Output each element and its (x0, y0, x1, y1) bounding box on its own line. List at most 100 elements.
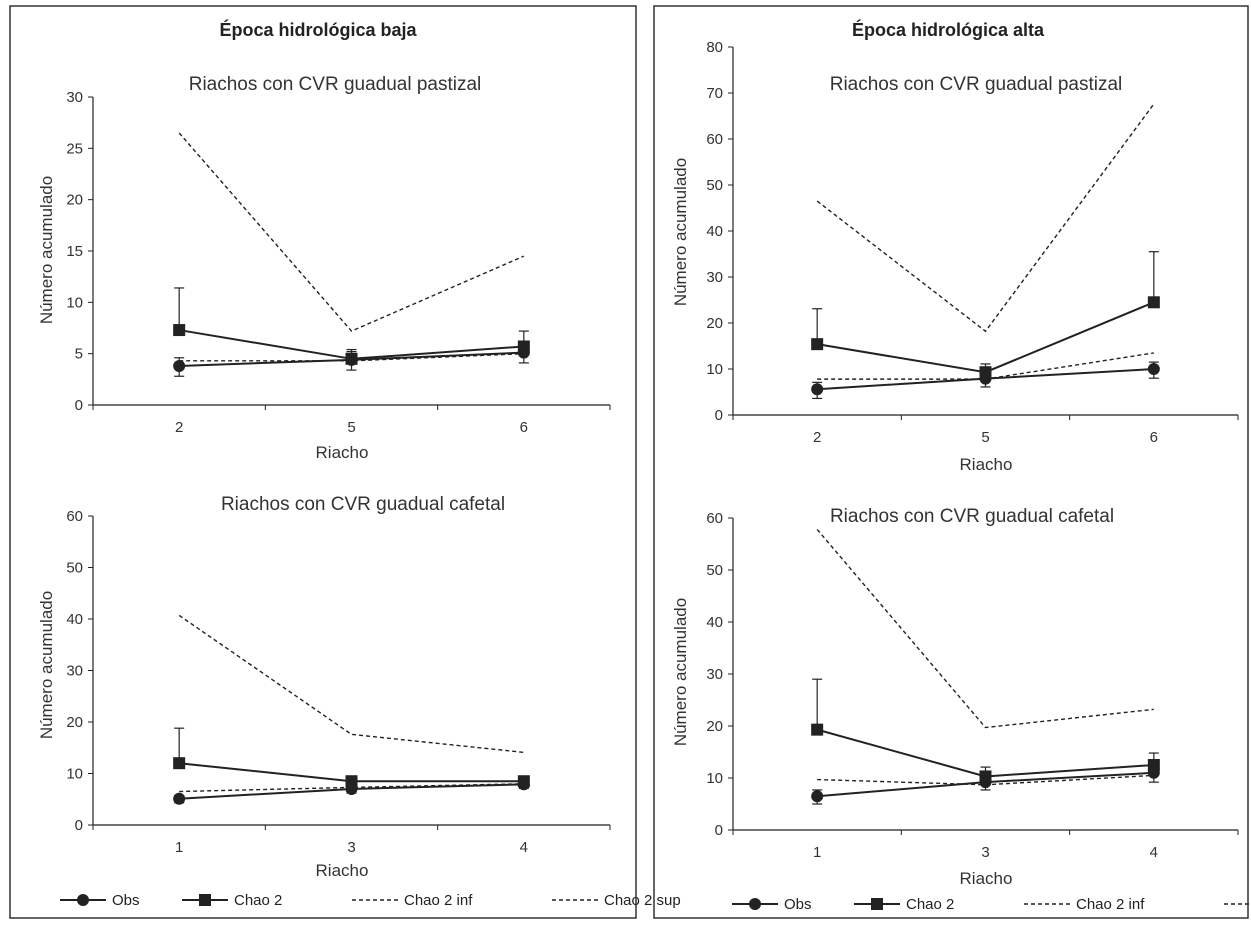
x-tick-label: 3 (347, 839, 355, 856)
series-line-chao-2-inf (817, 774, 1154, 786)
legend-label: Chao 2 (234, 892, 282, 909)
y-tick-label: 10 (706, 361, 723, 378)
data-point-chao-2 (1147, 759, 1160, 771)
y-tick-label: 60 (706, 510, 723, 527)
series-line-chao-2 (817, 301, 1155, 374)
y-tick-label: 20 (706, 718, 723, 735)
legend-label: Obs (112, 892, 140, 909)
legend-item-obs: Obs (732, 896, 812, 913)
data-point-chao-2 (979, 366, 992, 379)
data-point-chao-2 (811, 338, 824, 351)
legend-item-chao-2: Chao 2 (854, 896, 954, 913)
data-point-chao-2 (345, 775, 358, 788)
data-point-chao-2 (173, 324, 186, 337)
y-tick-label: 0 (75, 397, 83, 414)
x-tick-label: 2 (175, 419, 183, 436)
panel-frame-baja (9, 5, 637, 919)
series-line-chao-2-inf (179, 783, 524, 793)
series-line-chao-2-sup (816, 103, 1155, 333)
y-tick-label: 50 (66, 560, 83, 577)
y-tick-label: 50 (706, 177, 723, 194)
series-line-chao-2-inf (179, 352, 524, 362)
series-line-chao-2-sup (816, 528, 1154, 729)
legend-label: Obs (784, 896, 812, 913)
y-axis-label-baja-pastizal: Número acumulado (37, 176, 56, 324)
series-chao-2-sup (816, 528, 1154, 729)
y-tick-label: 60 (706, 131, 723, 148)
x-tick-label: 6 (1150, 429, 1158, 446)
x-tick-label: 3 (981, 844, 989, 861)
series-chao-2-sup (178, 132, 525, 332)
y-tick-label: 0 (715, 407, 723, 424)
data-point-obs (1147, 363, 1160, 375)
y-tick-label: 30 (66, 663, 83, 680)
x-axis-label-baja-cafetal: Riacho (316, 861, 369, 880)
chart-title-baja-pastizal: Riachos con CVR guadual pastizal (189, 74, 482, 95)
y-axis-label-alta-cafetal: Número acumulado (671, 598, 690, 746)
y-tick-label: 70 (706, 85, 723, 102)
x-tick-label: 6 (520, 419, 528, 436)
y-tick-label: 40 (706, 223, 723, 240)
y-tick-label: 80 (706, 39, 723, 56)
legend-marker-circle (77, 894, 89, 906)
legend-label: Chao 2 inf (404, 892, 473, 909)
data-point-obs (811, 383, 824, 396)
series-chao-2 (811, 678, 1160, 783)
y-tick-label: 20 (706, 315, 723, 332)
data-point-obs (811, 790, 824, 803)
data-point-chao-2 (517, 775, 530, 788)
chart-alta-cafetal: 0 10 20 30 40 50 60 1 3 4 (706, 510, 1239, 861)
x-axis-label-alta-cafetal: Riacho (960, 869, 1013, 888)
legend-item-chao-2-sup: Chao 2 sup (1224, 903, 1251, 905)
y-tick-label: 25 (66, 140, 83, 157)
legend-item-obs: Obs (60, 892, 140, 909)
legend-label: Chao 2 (906, 896, 954, 913)
legend-marker-square (871, 898, 883, 910)
x-axis-label-baja-pastizal: Riacho (316, 443, 369, 462)
legend-item-chao-2-sup: Chao 2 sup (552, 892, 681, 909)
data-point-chao-2 (517, 340, 530, 353)
chart-title-alta-cafetal: Riachos con CVR guadual cafetal (830, 506, 1114, 527)
data-point-obs (173, 359, 186, 372)
y-tick-label: 10 (66, 294, 83, 311)
series-chao-2-inf (817, 352, 1154, 380)
legend-marker-square (199, 894, 211, 906)
series-chao-2-inf (817, 774, 1154, 786)
series-line-chao-2-inf (817, 352, 1154, 380)
data-point-chao-2 (345, 352, 358, 365)
legend-alta: Obs Chao 2 Chao 2 inf Chao 2 sup (732, 896, 1251, 913)
y-tick-label: 50 (706, 562, 723, 579)
data-point-chao-2 (173, 757, 186, 770)
series-chao-2-sup (178, 614, 524, 754)
series-chao-2 (173, 727, 530, 788)
x-tick-label: 5 (347, 419, 355, 436)
y-tick-label: 40 (706, 614, 723, 631)
series-chao-2-sup (816, 103, 1155, 333)
legend-label: Chao 2 inf (1076, 896, 1145, 913)
chart-title-baja-cafetal: Riachos con CVR guadual cafetal (221, 494, 505, 515)
chart-alta-pastizal: 0 10 20 30 40 50 60 70 80 2 5 6 (706, 39, 1239, 446)
chart-baja-cafetal: 0 10 20 30 40 50 60 1 3 4 (66, 508, 611, 856)
series-line-chao-2-sup (178, 132, 525, 332)
series-chao-2 (173, 287, 530, 365)
series-chao-2-inf (179, 783, 524, 793)
legend-baja: Obs Chao 2 Chao 2 inf Chao 2 sup (60, 892, 681, 909)
legend-marker-circle (749, 898, 761, 910)
panel-title-baja: Época hidrológica baja (219, 19, 417, 40)
x-tick-label: 2 (813, 429, 821, 446)
y-tick-label: 20 (66, 192, 83, 209)
y-tick-label: 0 (715, 822, 723, 839)
y-tick-label: 0 (75, 817, 83, 834)
series-line-chao-2-sup (178, 614, 524, 754)
y-tick-label: 10 (706, 770, 723, 787)
panel-frame-alta (653, 5, 1249, 919)
x-axis-label-alta-pastizal: Riacho (960, 455, 1013, 474)
series-chao-2 (811, 251, 1160, 379)
y-tick-label: 5 (75, 346, 83, 363)
x-tick-label: 1 (813, 844, 821, 861)
data-point-chao-2 (979, 770, 992, 783)
legend-item-chao-2-inf: Chao 2 inf (1024, 896, 1145, 913)
legend-item-chao-2: Chao 2 (182, 892, 282, 909)
